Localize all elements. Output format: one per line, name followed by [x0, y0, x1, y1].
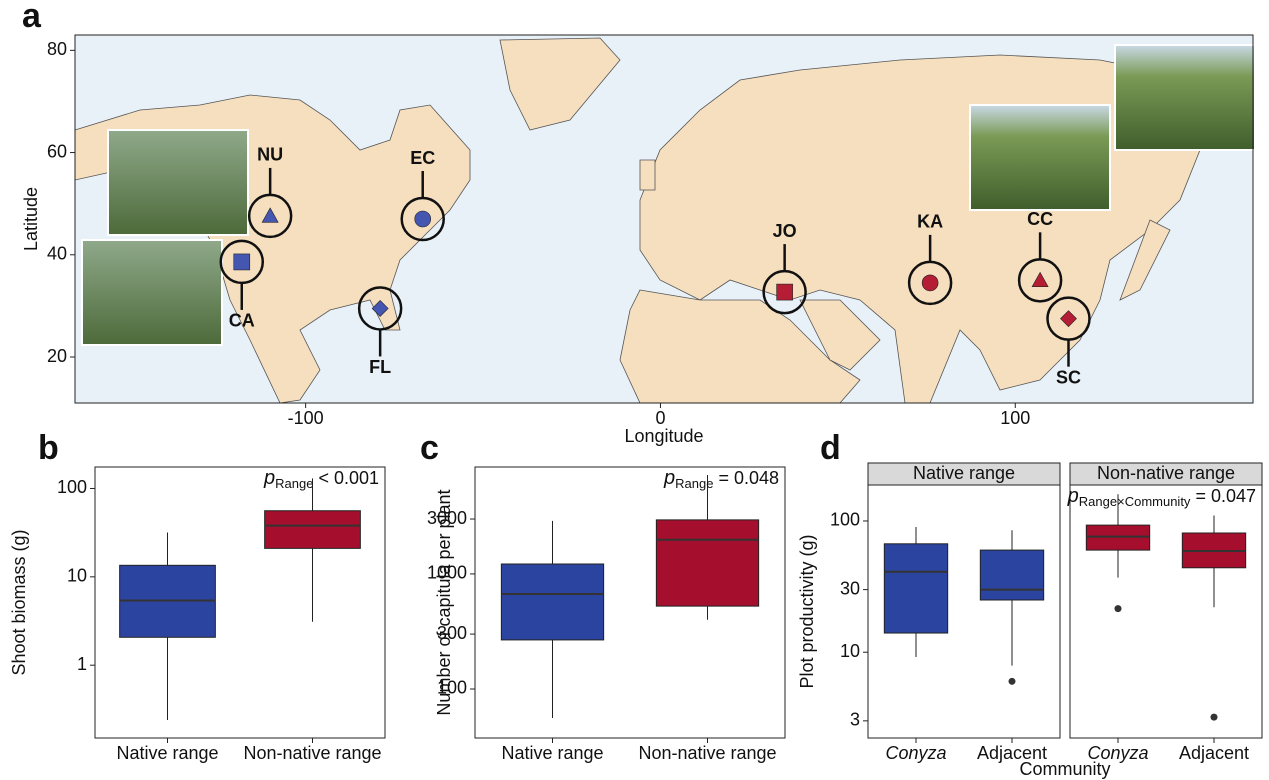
- site-label: FL: [369, 357, 391, 377]
- box: [980, 550, 1043, 600]
- outlier: [1115, 605, 1122, 612]
- box: [265, 511, 361, 549]
- p-value-part: Range: [275, 476, 313, 491]
- site-photo: [1115, 45, 1255, 150]
- site-marker: [922, 275, 938, 291]
- y-tick-label: 60: [47, 141, 67, 161]
- outlier: [1009, 678, 1016, 685]
- site-label: NU: [257, 145, 283, 165]
- p-value-part: p: [663, 467, 675, 489]
- panel-letter: c: [420, 429, 439, 467]
- x-tick-label: Native range: [116, 743, 218, 763]
- panel-letter: b: [38, 429, 59, 467]
- site-label: SC: [1056, 367, 1081, 387]
- figure: a -100 0 100 20 40 60 80 Longitude Latitude NU EC CA…: [0, 0, 1269, 780]
- p-value-part: Range×Community: [1079, 494, 1191, 509]
- p-value: pRange = 0.048: [663, 467, 779, 491]
- p-value: pRange×Community = 0.047: [1067, 485, 1256, 509]
- p-value-part: p: [1067, 485, 1079, 507]
- site-photo: [108, 130, 248, 235]
- y-axis-title: Number of capitula per plant: [434, 489, 454, 715]
- y-tick-label: 100: [830, 510, 860, 530]
- y-axis-title: Plot productivity (g): [797, 534, 817, 688]
- facet-label: Non-native range: [1097, 463, 1235, 483]
- x-tick-label: Non-native range: [243, 743, 381, 763]
- box: [656, 520, 758, 606]
- site-marker: [415, 211, 431, 227]
- site-label: KA: [917, 212, 943, 232]
- y-tick-label: 100: [57, 477, 87, 497]
- y-axis-title: Shoot biomass (g): [9, 529, 29, 675]
- panel-letter: a: [22, 0, 42, 35]
- p-value-part: < 0.001: [313, 468, 379, 488]
- plot-frame: [1070, 485, 1262, 738]
- box: [884, 544, 947, 633]
- panel-letter: d: [820, 429, 841, 467]
- y-tick-label: 30: [840, 578, 860, 598]
- x-tick-label: Non-native range: [638, 743, 776, 763]
- p-value-part: = 0.047: [1190, 486, 1256, 506]
- site-marker: [777, 284, 793, 300]
- x-tick-label: -100: [288, 408, 324, 428]
- y-tick-label: 10: [840, 641, 860, 661]
- y-tick-label: 3: [850, 710, 860, 730]
- x-tick-label: Conyza: [885, 743, 946, 763]
- site-label: EC: [410, 148, 435, 168]
- x-axis-title: Community: [1019, 759, 1110, 779]
- y-axis-title: Latitude: [21, 187, 41, 251]
- box: [501, 564, 603, 640]
- site-label: CC: [1027, 209, 1053, 229]
- outlier: [1211, 714, 1218, 721]
- y-tick-label: 20: [47, 346, 67, 366]
- x-axis-title: Longitude: [624, 426, 703, 446]
- p-value-part: Range: [675, 476, 713, 491]
- site-label: JO: [773, 221, 797, 241]
- site-marker: [234, 254, 250, 270]
- x-tick-label: Adjacent: [1179, 743, 1249, 763]
- site-label: CA: [229, 311, 255, 331]
- y-tick-label: 1: [77, 654, 87, 674]
- y-tick-label: 40: [47, 244, 67, 264]
- site-photo: [82, 240, 222, 345]
- p-value-part: p: [263, 467, 275, 489]
- p-value: pRange < 0.001: [263, 467, 379, 491]
- y-tick-label: 80: [47, 39, 67, 59]
- x-tick-label: 100: [1000, 408, 1030, 428]
- p-value-part: = 0.048: [713, 468, 779, 488]
- site-photo: [970, 105, 1110, 210]
- x-tick-label: Native range: [501, 743, 603, 763]
- x-tick-label: 0: [655, 408, 665, 428]
- y-tick-label: 10: [67, 566, 87, 586]
- facet-label: Native range: [913, 463, 1015, 483]
